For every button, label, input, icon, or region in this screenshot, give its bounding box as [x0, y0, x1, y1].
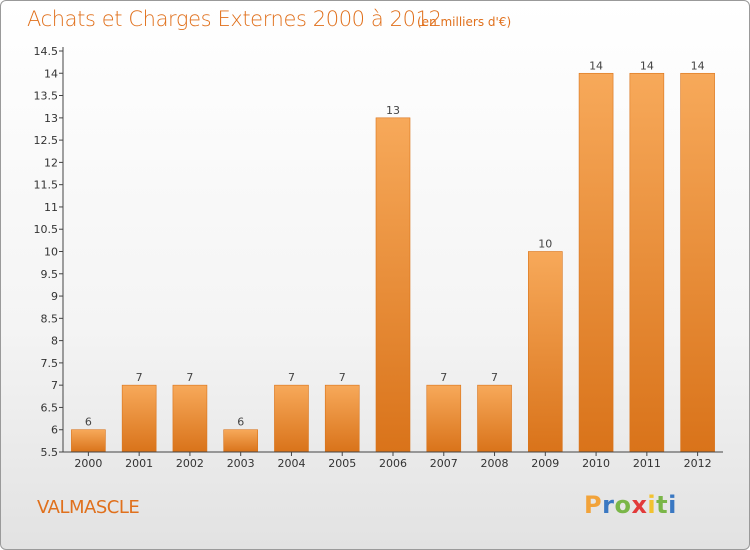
logo-letter: i	[647, 491, 657, 519]
x-tick-label: 2008	[481, 457, 509, 470]
y-tick-label: 11	[44, 201, 58, 214]
commune-name: VALMASCLE	[37, 497, 140, 518]
chart-unit-note: (en milliers d'€)	[417, 15, 512, 29]
y-tick-label: 5.5	[41, 446, 59, 459]
y-axis: 5.5 6 6.5 7 7.5 8 8.5 9 9.5 10 10.5 11 11.5 12 12.5 13 1…	[34, 45, 64, 459]
bar	[121, 384, 157, 453]
bar-value-label: 7	[288, 371, 295, 384]
x-tick-label: 2012	[684, 457, 712, 470]
y-tick-label: 10.5	[34, 223, 59, 236]
bar-value-label: 14	[691, 59, 705, 72]
bar-value-label: 6	[237, 416, 244, 429]
logo-letter: i	[668, 491, 677, 519]
y-tick-label: 13.5	[34, 90, 59, 103]
chart-title: Achats et Charges Externes 2000 à 2012	[27, 7, 442, 31]
bar	[578, 72, 614, 453]
bar	[375, 117, 411, 453]
x-tick-label: 2006	[379, 457, 407, 470]
y-tick-label: 7.5	[41, 357, 59, 370]
bar-value-label: 7	[136, 371, 143, 384]
x-tick-label: 2004	[277, 457, 305, 470]
y-tick-label: 11.5	[34, 179, 59, 192]
x-tick-label: 2011	[633, 457, 661, 470]
x-tick-label: 2002	[176, 457, 204, 470]
bar	[172, 384, 208, 453]
bar	[629, 72, 665, 453]
bar	[528, 251, 563, 453]
bar-value-label: 6	[85, 416, 92, 429]
proxiti-logo[interactable]: Proxiti	[584, 491, 677, 519]
bar-value-label: 13	[386, 104, 400, 117]
bar-value-label: 10	[538, 238, 552, 251]
y-tick-label: 12.5	[34, 134, 59, 147]
y-tick-label: 7	[51, 379, 58, 392]
y-tick-label: 8.5	[41, 312, 59, 325]
y-tick-label: 8	[51, 335, 58, 348]
bar-value-label: 14	[640, 59, 654, 72]
y-tick-label: 12	[44, 156, 58, 169]
y-tick-label: 9.5	[41, 268, 59, 281]
bar-value-label: 7	[186, 371, 193, 384]
bar-value-label: 7	[491, 371, 498, 384]
bar	[680, 72, 715, 453]
y-tick-label: 14	[44, 67, 58, 80]
y-tick-label: 10	[44, 246, 58, 259]
bar	[223, 429, 258, 453]
bars: 6 7 7 6 7 7 13 7 7 10 14 14 14	[71, 59, 715, 453]
x-axis: 2000 2001 2002 2003 2004 2005 2006 2007 2008 2009…	[63, 451, 723, 470]
x-tick-label: 2001	[125, 457, 153, 470]
x-tick-label: 2007	[430, 457, 458, 470]
bar	[324, 384, 360, 453]
bar-value-label: 7	[339, 371, 346, 384]
bar	[71, 429, 106, 453]
bar	[274, 384, 309, 453]
bar	[426, 384, 462, 453]
x-tick-label: 2010	[582, 457, 610, 470]
y-tick-label: 9	[51, 290, 58, 303]
logo-letter: o	[614, 491, 632, 519]
logo-letter: x	[631, 491, 648, 519]
y-tick-label: 13	[44, 112, 58, 125]
bar-value-label: 7	[440, 371, 447, 384]
y-tick-label: 14.5	[34, 45, 59, 58]
logo-letter: P	[584, 491, 603, 519]
x-tick-label: 2009	[531, 457, 559, 470]
x-tick-label: 2005	[328, 457, 356, 470]
bar-value-label: 14	[589, 59, 603, 72]
x-tick-label: 2003	[227, 457, 255, 470]
bar	[477, 384, 512, 453]
y-tick-label: 6	[51, 424, 58, 437]
x-tick-label: 2000	[74, 457, 102, 470]
logo-letter: t	[656, 491, 669, 519]
logo-letter: r	[602, 491, 615, 519]
y-tick-label: 6.5	[41, 401, 59, 414]
